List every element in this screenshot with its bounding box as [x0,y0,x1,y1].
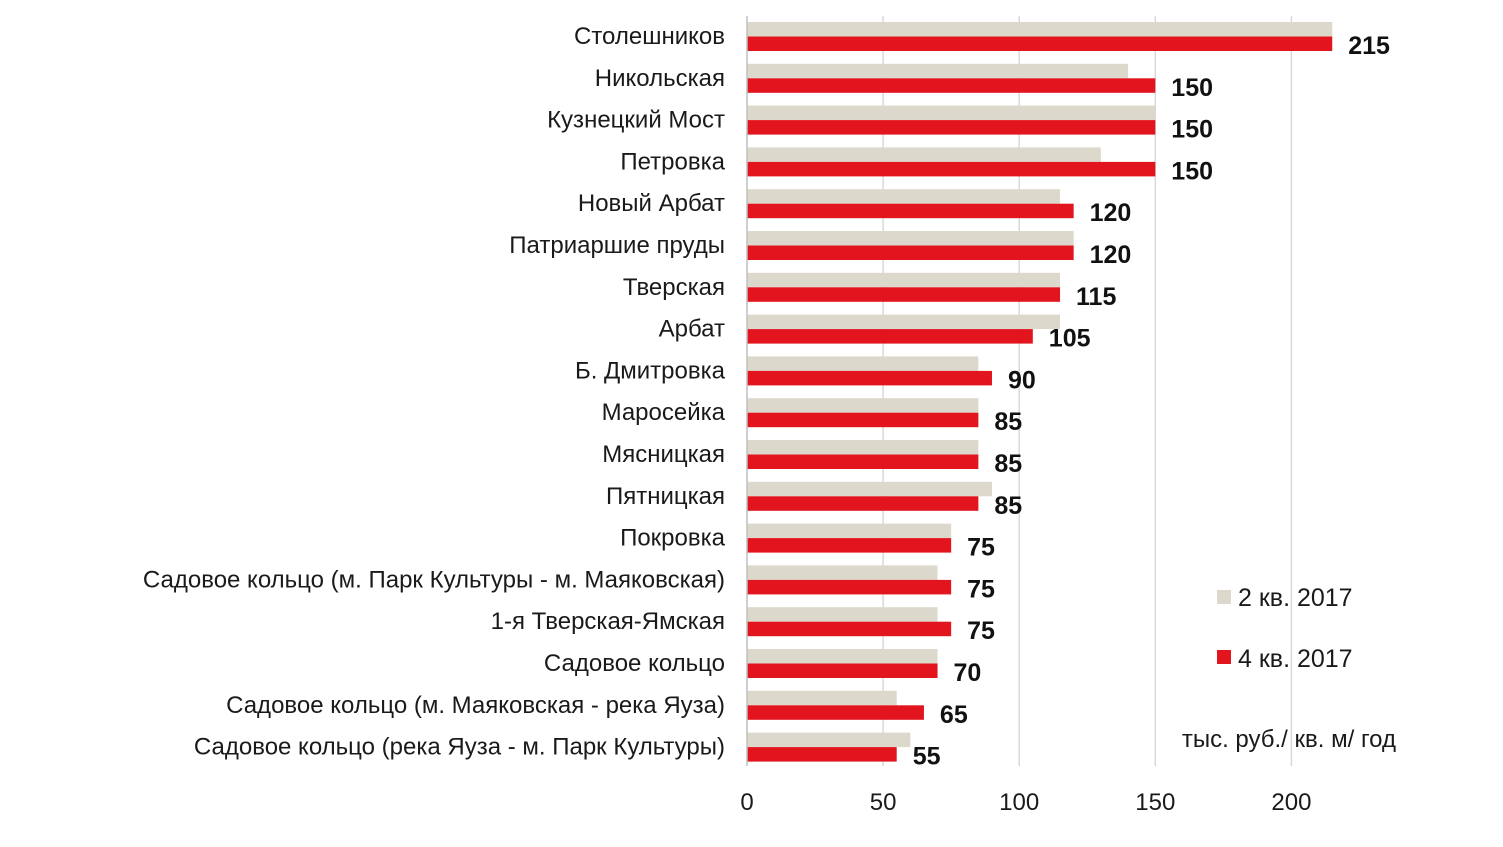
bar-q4-2017 [747,329,1033,344]
data-label-q4-2017: 150 [1171,157,1213,185]
data-label-q4-2017: 85 [994,492,1022,520]
bar-q2-2017 [747,649,938,664]
category-label: Садовое кольцо [544,650,725,677]
data-label-q4-2017: 65 [940,701,968,729]
bar-q4-2017 [747,538,952,553]
bar-q4-2017 [747,161,1156,177]
bar-q4-2017 [747,747,897,762]
bar-q2-2017 [747,314,1061,330]
category-label: Мясницкая [602,441,725,468]
unit-label: тыс. руб./ кв. м/ год [1182,726,1396,753]
legend-swatch-q4-2017 [1217,650,1231,664]
x-tick-label: 200 [1271,789,1311,816]
legend-swatch-q2-2017 [1217,590,1231,604]
data-label-q4-2017: 75 [967,534,995,562]
data-label-q4-2017: 120 [1090,241,1132,269]
x-tick-label: 50 [870,789,897,816]
data-label-q4-2017: 215 [1348,32,1390,60]
legend-label-q2-2017: 2 кв. 2017 [1238,584,1353,612]
data-label-q4-2017: 85 [994,450,1022,478]
category-label: Б. Дмитровка [575,357,726,384]
bar-q2-2017 [747,440,979,455]
category-label: Маросейка [602,399,726,426]
data-label-q4-2017: 150 [1171,116,1213,144]
category-label: Новый Арбат [578,190,725,217]
bar-q2-2017 [747,523,952,539]
bar-q4-2017 [747,245,1074,260]
bar-q2-2017 [747,147,1101,162]
bar-q4-2017 [747,203,1074,219]
bar-q2-2017 [747,481,992,497]
bar-q4-2017 [747,120,1156,135]
category-label: Садовое кольцо (м. Маяковская - река Яуз… [226,692,725,719]
data-label-q4-2017: 120 [1090,199,1132,227]
category-label: Никольская [595,65,725,92]
category-label: Пятницкая [606,483,725,510]
category-label: Садовое кольцо (река Яуза - м. Парк Куль… [194,734,725,761]
bar-q2-2017 [747,63,1129,79]
bar-q4-2017 [747,36,1333,51]
bar-q4-2017 [747,705,924,720]
data-label-q4-2017: 55 [913,743,941,771]
bar-q2-2017 [747,690,897,706]
x-tick-label: 0 [740,789,753,816]
bars [747,22,1333,762]
category-label: Тверская [623,274,725,301]
bar-q2-2017 [747,105,1156,121]
bar-q2-2017 [747,398,979,413]
bar-q4-2017 [747,621,952,637]
category-label: Кузнецкий Мост [547,107,725,134]
category-label: Патриаршие пруды [509,232,725,259]
bar-q2-2017 [747,565,938,580]
bar-q4-2017 [747,663,938,678]
category-label: Арбат [659,316,725,343]
category-label: Столешников [574,23,725,50]
bar-q2-2017 [747,189,1061,204]
bar-q4-2017 [747,287,1061,302]
bar-q4-2017 [747,454,979,469]
data-label-q4-2017: 85 [994,408,1022,436]
bar-q2-2017 [747,231,1074,246]
category-label: Садовое кольцо (м. Парк Культуры - м. Ма… [143,566,725,593]
bar-q2-2017 [747,732,911,748]
x-axis-tick-labels: 0 50 100 150 200 [740,789,1311,816]
category-label: Петровка [620,148,725,175]
category-label: Покровка [620,525,726,552]
bar-q4-2017 [747,78,1156,93]
category-labels: Столешников Никольская Кузнецкий Мост Петро… [143,23,726,761]
data-label-q4-2017: 75 [967,617,995,645]
bar-q2-2017 [747,607,938,622]
bar-q4-2017 [747,370,992,386]
bar-q4-2017 [747,579,952,595]
gridlines [882,16,1293,766]
x-tick-label: 150 [1135,789,1175,816]
data-label-q4-2017: 75 [967,575,995,603]
bar-q4-2017 [747,496,979,511]
data-label-q4-2017: 70 [954,659,982,687]
data-labels: 215 150 150 150 120 120 115 105 90 85 85 85 75 75 75 70… [913,32,1390,771]
bar-q2-2017 [747,272,1061,288]
bar-q2-2017 [747,22,1333,37]
data-label-q4-2017: 90 [1008,366,1036,394]
x-tick-label: 100 [999,789,1039,816]
data-label-q4-2017: 115 [1076,283,1116,311]
bar-q4-2017 [747,412,979,428]
legend-label-q4-2017: 4 кв. 2017 [1238,645,1353,673]
data-label-q4-2017: 105 [1049,325,1091,353]
legend: 2 кв. 2017 4 кв. 2017 [1217,584,1353,673]
data-label-q4-2017: 150 [1171,74,1213,102]
category-label: 1-я Тверская-Ямская [491,608,725,635]
bar-q2-2017 [747,356,979,371]
